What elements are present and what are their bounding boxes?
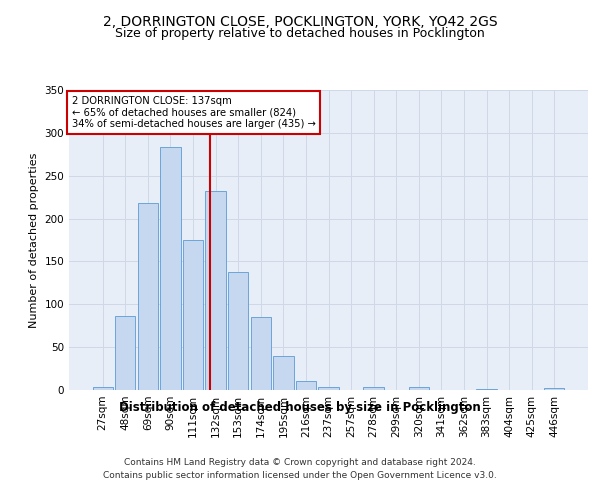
Bar — [319, 386, 338, 390]
Bar — [115, 316, 136, 390]
Text: Size of property relative to detached houses in Pocklington: Size of property relative to detached ho… — [115, 28, 485, 40]
Bar — [138, 203, 158, 390]
Bar — [409, 388, 429, 390]
Text: 2 DORRINGTON CLOSE: 137sqm
← 65% of detached houses are smaller (824)
34% of sem: 2 DORRINGTON CLOSE: 137sqm ← 65% of deta… — [71, 96, 316, 129]
Bar — [160, 148, 181, 390]
Bar — [364, 388, 384, 390]
Text: Distribution of detached houses by size in Pocklington: Distribution of detached houses by size … — [119, 401, 481, 414]
Bar — [544, 388, 565, 390]
Bar — [251, 317, 271, 390]
Y-axis label: Number of detached properties: Number of detached properties — [29, 152, 39, 328]
Bar — [476, 389, 497, 390]
Bar — [92, 388, 113, 390]
Text: Contains public sector information licensed under the Open Government Licence v3: Contains public sector information licen… — [103, 472, 497, 480]
Text: Contains HM Land Registry data © Crown copyright and database right 2024.: Contains HM Land Registry data © Crown c… — [124, 458, 476, 467]
Bar — [296, 382, 316, 390]
Bar — [205, 191, 226, 390]
Bar — [273, 356, 293, 390]
Bar — [183, 240, 203, 390]
Text: 2, DORRINGTON CLOSE, POCKLINGTON, YORK, YO42 2GS: 2, DORRINGTON CLOSE, POCKLINGTON, YORK, … — [103, 16, 497, 30]
Bar — [228, 272, 248, 390]
